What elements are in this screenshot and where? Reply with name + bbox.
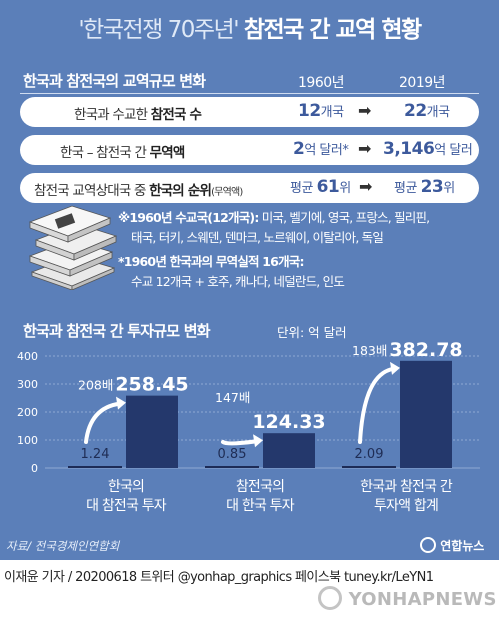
- value-2019-countries: 22개국: [404, 101, 450, 121]
- section-divider: [20, 93, 479, 94]
- growth-arrow: [221, 439, 259, 446]
- note-trade-line2: 수교 12개국 + 호주, 캐나다, 네덜란드, 인도: [131, 274, 345, 289]
- row-label-countries: 한국과 수교한 참전국 수: [74, 107, 202, 123]
- note-countries-line1: ※1960년 수교국(12개국): 미국, 벨기에, 영국, 프랑스, 필리핀,: [118, 210, 430, 225]
- multiplier-label: 183배: [352, 343, 387, 358]
- bar-small-value-label: 0.85: [218, 447, 247, 462]
- bar-large-value-label: 258.45: [115, 374, 188, 396]
- yonhap-logo-icon: [420, 537, 436, 553]
- note-trade-line1: *1960년 한국과의 무역실적 16개국:: [118, 254, 304, 269]
- bar-large-value-label: 382.78: [389, 340, 462, 361]
- y-tick-label: 300: [17, 378, 38, 391]
- column-1960: 1960년: [298, 75, 345, 91]
- trade-row-rank: [20, 173, 479, 203]
- arrow-right-icon: ➡: [359, 177, 373, 196]
- multiplier-label: 147배: [215, 390, 250, 405]
- value-1960-countries: 12개국: [298, 101, 344, 121]
- arrow-right-icon: ➡: [358, 139, 372, 158]
- source-note: 자료/ 전국경제인연합회: [6, 539, 120, 553]
- row-label-rank: 참전국 교역상대국 중 한국의 순위(무역액): [34, 183, 243, 199]
- column-2019: 2019년: [399, 75, 446, 91]
- trade-section-header: 한국과 참전국의 교역규모 변화: [23, 72, 206, 90]
- y-tick-label: 0: [31, 462, 38, 475]
- growth-arrowhead: [390, 361, 400, 375]
- watermark-logo-icon: [318, 586, 342, 610]
- footer-credit: 이재윤 기자 / 20200618 트위터 @yonhap_graphics 페…: [4, 570, 434, 585]
- invest-unit-label: 단위: 억 달러: [277, 325, 347, 340]
- multiplier-label: 208배: [78, 378, 113, 393]
- row-label-volume: 한국 – 참전국 간 무역액: [60, 145, 185, 161]
- invest-section-header: 한국과 참전국 간 투자규모 변화: [23, 322, 211, 340]
- growth-arrowhead: [253, 434, 263, 448]
- watermark: YONHAPNEWS: [318, 586, 497, 610]
- bar-large-value-label: 124.33: [252, 411, 325, 433]
- page-title: '한국전쟁 70주년' 참전국 간 교역 현황: [0, 10, 499, 44]
- y-tick-label: 100: [17, 434, 38, 447]
- bar-small: [205, 466, 259, 468]
- bar-large: [126, 395, 178, 468]
- value-1960-volume: 2억 달러*: [293, 139, 349, 159]
- arrow-right-icon: ➡: [358, 101, 372, 120]
- bar-large: [400, 360, 452, 468]
- title-quoted: '한국전쟁 70주년': [78, 17, 239, 43]
- value-1960-rank: 평균 61위: [290, 177, 351, 197]
- growth-arrowhead: [116, 396, 126, 410]
- bar-large: [263, 433, 315, 468]
- bar-small: [68, 466, 122, 468]
- value-2019-rank: 평균 23위: [394, 177, 455, 197]
- money-stack-icon: [28, 205, 118, 290]
- note-countries-line2: 태국, 터키, 스웨덴, 덴마크, 노르웨이, 이탈리아, 독일: [131, 230, 384, 245]
- bar-small-value-label: 2.09: [355, 447, 384, 462]
- bar-small: [342, 466, 396, 468]
- growth-arrow: [358, 366, 396, 444]
- category-label-total-investment: 한국과 참전국 간 투자액 합계: [360, 479, 453, 514]
- value-2019-volume: 3,146억 달러: [383, 139, 473, 159]
- title-main: 참전국 간 교역 현황: [243, 17, 422, 43]
- y-tick-label: 400: [17, 350, 38, 363]
- category-label-allies-investment: 참전국의 대 한국 투자: [226, 479, 295, 514]
- growth-arrow: [84, 401, 122, 444]
- y-tick-label: 200: [17, 406, 38, 419]
- yonhap-logo: 연합뉴스: [420, 537, 484, 554]
- category-label-korea-investment: 한국의 대 참전국 투자: [86, 479, 167, 514]
- trade-row-volume: [20, 135, 479, 165]
- bar-small-value-label: 1.24: [81, 447, 110, 462]
- trade-row-countries: [20, 97, 479, 127]
